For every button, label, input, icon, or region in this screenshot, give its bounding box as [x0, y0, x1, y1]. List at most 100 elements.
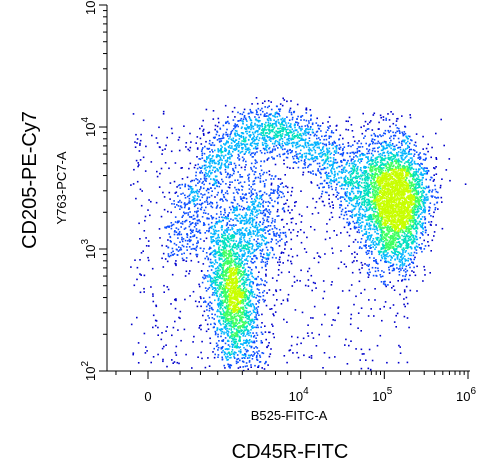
event-point [410, 201, 413, 204]
event-point [208, 227, 210, 230]
event-point [230, 259, 233, 262]
event-point [290, 218, 293, 220]
event-point [222, 180, 224, 183]
event-point [239, 279, 242, 282]
event-point [214, 284, 217, 286]
event-point [255, 222, 257, 225]
event-point [391, 176, 394, 178]
event-point [235, 362, 238, 365]
event-point [229, 275, 231, 277]
event-point [208, 307, 211, 310]
event-point [222, 241, 224, 244]
event-point [390, 202, 393, 205]
event-point [410, 153, 413, 155]
event-point [264, 232, 267, 234]
event-point [413, 258, 415, 261]
event-point [257, 300, 259, 302]
event-point [245, 288, 247, 291]
event-point [367, 219, 370, 221]
event-point [401, 226, 403, 228]
event-point [344, 159, 346, 162]
event-point [428, 210, 430, 212]
event-point [374, 270, 377, 273]
event-point [437, 208, 439, 210]
event-point [243, 294, 246, 297]
event-point [400, 227, 403, 230]
event-point [230, 286, 232, 288]
event-point [363, 228, 366, 231]
event-point [389, 192, 391, 194]
event-point [225, 293, 227, 296]
event-point [365, 239, 367, 242]
event-point [397, 241, 399, 244]
event-point [416, 196, 419, 199]
event-point [378, 239, 381, 242]
event-point [397, 224, 399, 226]
event-point [251, 209, 253, 212]
event-point [370, 152, 373, 155]
event-point [423, 209, 425, 211]
event-point [277, 215, 280, 217]
event-point [375, 203, 377, 206]
event-point [401, 190, 403, 193]
event-point [439, 184, 442, 187]
event-point [238, 245, 240, 247]
event-point [244, 342, 246, 344]
event-point [403, 289, 406, 291]
event-point [372, 246, 374, 248]
event-point [364, 199, 367, 202]
event-point [238, 320, 241, 322]
event-point [214, 313, 216, 316]
event-point [206, 309, 208, 311]
event-point [233, 355, 235, 358]
event-point [244, 314, 247, 316]
event-point [217, 235, 220, 237]
event-point [238, 269, 241, 271]
event-point [233, 290, 235, 292]
event-point [404, 227, 406, 230]
event-point [385, 224, 387, 226]
event-point [386, 239, 389, 242]
event-point [277, 240, 279, 243]
event-point [265, 269, 267, 271]
event-point [271, 323, 273, 326]
event-point [247, 234, 249, 236]
event-point [371, 240, 374, 242]
event-point [234, 342, 236, 345]
event-point [428, 191, 431, 194]
event-point [220, 255, 222, 257]
event-point [256, 209, 258, 211]
event-point [235, 298, 238, 300]
event-point [222, 290, 225, 293]
event-point [264, 299, 266, 302]
event-point [255, 356, 258, 359]
event-point [380, 202, 382, 204]
event-point [390, 135, 392, 138]
event-point [396, 213, 399, 215]
event-point [405, 244, 407, 247]
event-point [249, 231, 251, 233]
event-point [213, 271, 216, 274]
event-point [464, 183, 467, 185]
event-point [412, 217, 415, 220]
event-point [211, 236, 214, 238]
event-point [252, 309, 255, 312]
event-point [248, 318, 251, 320]
event-point [232, 244, 235, 247]
event-point [240, 240, 243, 243]
event-point [400, 194, 403, 197]
event-point [394, 224, 397, 227]
event-point [223, 252, 225, 254]
event-point [232, 172, 235, 175]
event-point [406, 210, 409, 212]
event-point [255, 243, 258, 246]
event-point [237, 292, 240, 295]
event-point [216, 204, 219, 207]
event-point [392, 145, 395, 148]
event-point [256, 228, 258, 231]
event-point [229, 291, 232, 294]
event-point [398, 141, 400, 144]
event-point [246, 255, 249, 258]
event-point [382, 169, 384, 172]
event-point [425, 198, 427, 201]
